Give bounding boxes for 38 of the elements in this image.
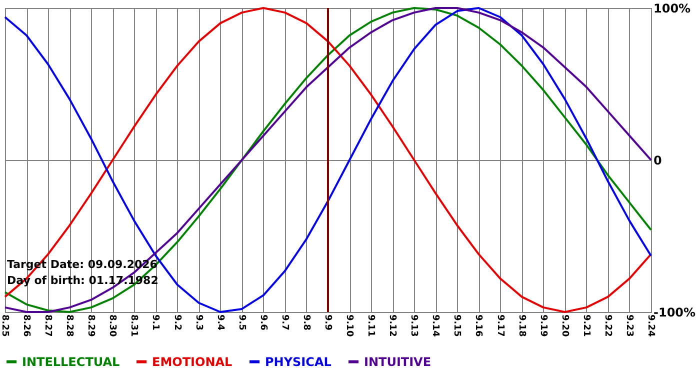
x-tick-label: 8.30 xyxy=(107,314,118,337)
x-tick-label: 9.6 xyxy=(258,314,268,330)
x-tick-label: 9.21 xyxy=(580,314,591,337)
y-tick-label: 0 xyxy=(654,154,662,168)
x-tick-label: 8.26 xyxy=(21,314,32,337)
x-tick-label: 9.20 xyxy=(559,314,570,337)
x-tick-label: 8.27 xyxy=(42,314,53,337)
x-tick-label: 9.13 xyxy=(408,314,419,337)
line-series xyxy=(4,7,652,313)
x-tick-label: 9.3 xyxy=(193,314,204,330)
x-tick-label: 9.8 xyxy=(300,314,311,330)
x-tick-label: 9.4 xyxy=(214,314,225,330)
x-tick-label: 9.7 xyxy=(279,314,290,330)
x-tick-label: 9.2 xyxy=(172,314,182,330)
x-tick-label: 9.11 xyxy=(366,314,376,337)
x-tick-label: 9.1 xyxy=(150,314,160,330)
x-tick-label: 9.24 xyxy=(646,314,656,337)
x-tick-label: 9.5 xyxy=(236,314,246,330)
x-tick-label: 9.22 xyxy=(602,314,612,337)
x-tick-label: 8.29 xyxy=(86,314,96,337)
x-tick-label: 9.18 xyxy=(516,314,526,337)
x-tick-label: 9.14 xyxy=(430,314,440,337)
x-tick-label: 9.9 xyxy=(322,314,332,330)
x-tick-label: 8.31 xyxy=(128,314,139,337)
x-tick-label: 9.15 xyxy=(452,314,462,337)
legend-label: EMOTIONAL xyxy=(152,354,233,369)
x-tick-label: 8.25 xyxy=(0,314,10,337)
legend-label: INTUITIVE xyxy=(364,354,432,369)
y-tick-label: 100% xyxy=(654,2,691,16)
x-tick-label: 9.10 xyxy=(344,314,354,337)
legend-label: INTELLECTUAL xyxy=(22,354,120,369)
x-tick-label: 9.16 xyxy=(473,314,484,337)
x-tick-label: 8.28 xyxy=(64,314,74,337)
x-tick-label: 9.19 xyxy=(538,314,548,337)
legend-label: PHYSICAL xyxy=(265,354,332,369)
x-tick-label: 9.12 xyxy=(387,314,398,337)
x-tick-label: 9.23 xyxy=(624,314,634,337)
x-tick-label: 9.17 xyxy=(494,314,505,337)
